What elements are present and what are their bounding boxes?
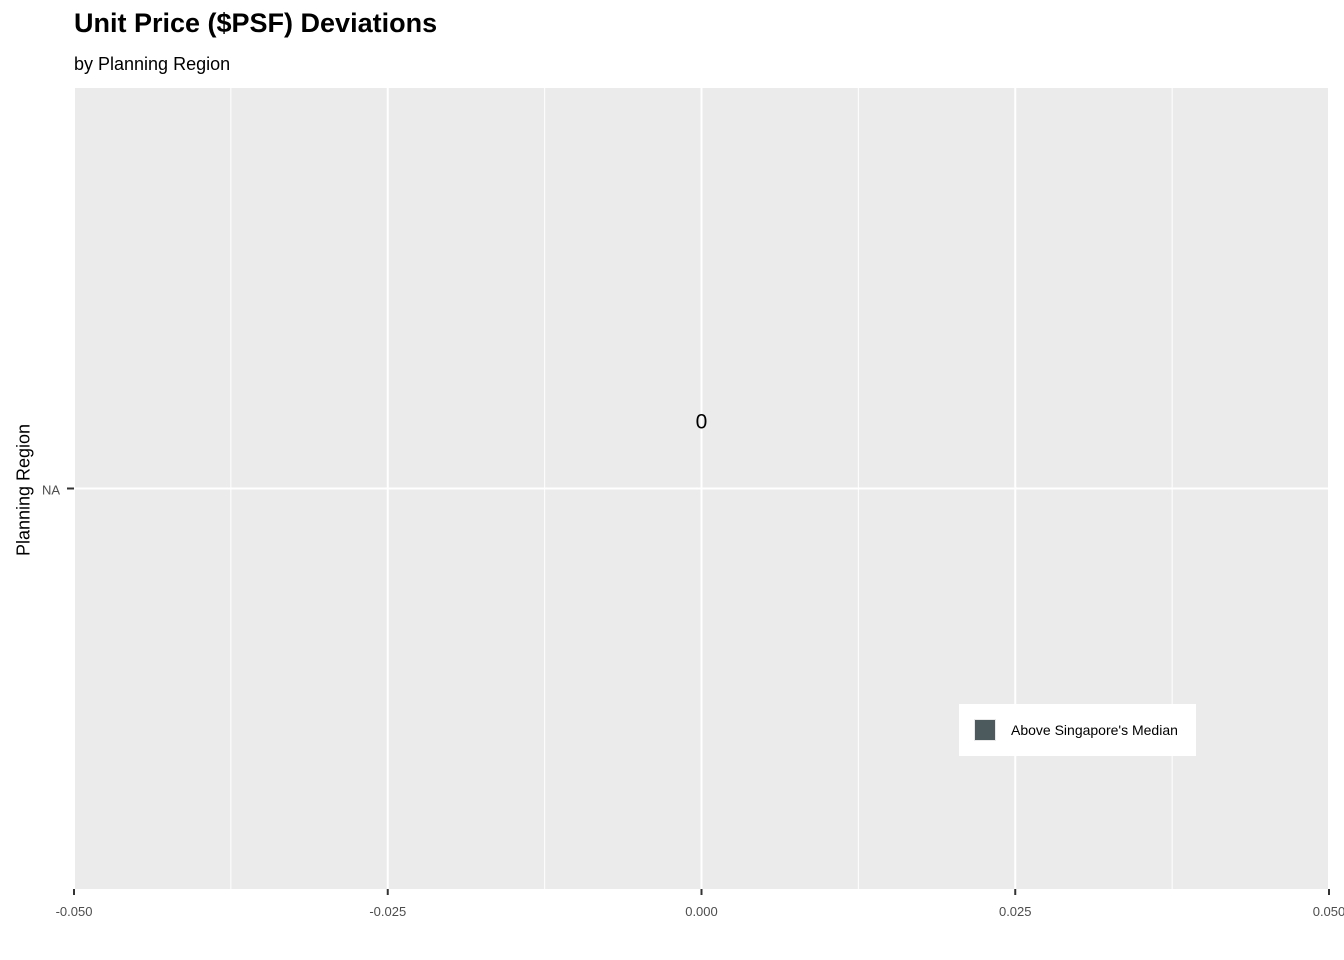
x-tick-label: 0.050 [1313,904,1344,919]
x-tick-label: -0.025 [369,904,406,919]
y-tick-label: NA [42,483,60,498]
x-tick-label: 0.025 [999,904,1032,919]
chart-legend: Above Singapore's Median [959,704,1196,756]
data-label: 0 [696,411,708,434]
legend-label-above-median: Above Singapore's Median [1011,722,1178,738]
x-tick-label: -0.050 [56,904,93,919]
x-tick-label: 0.000 [685,904,718,919]
chart-title: Unit Price ($PSF) Deviations [74,8,438,38]
chart-subtitle: by Planning Region [74,54,231,74]
legend-key-above-median [974,719,996,741]
